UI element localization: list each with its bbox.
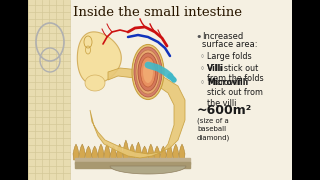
Polygon shape: [85, 75, 105, 91]
Text: Villi: Villi: [207, 64, 224, 73]
Polygon shape: [123, 140, 129, 160]
Ellipse shape: [138, 53, 158, 91]
Polygon shape: [173, 142, 179, 160]
Polygon shape: [77, 32, 121, 84]
Text: Villi stick out
from the folds: Villi stick out from the folds: [207, 64, 264, 83]
Polygon shape: [85, 146, 92, 160]
Text: ◦: ◦: [200, 78, 205, 87]
Bar: [0, 0, 28, 180]
Bar: [28, 0, 70, 180]
Polygon shape: [160, 146, 166, 160]
Polygon shape: [79, 144, 85, 160]
Polygon shape: [148, 142, 154, 160]
Polygon shape: [78, 40, 118, 80]
Ellipse shape: [136, 50, 160, 94]
Polygon shape: [129, 144, 135, 160]
Polygon shape: [75, 158, 190, 164]
Text: (size of a
baseball
diamond): (size of a baseball diamond): [197, 117, 230, 141]
Text: Microvilli: Microvilli: [207, 78, 248, 87]
Ellipse shape: [143, 61, 153, 83]
Text: Increased: Increased: [202, 32, 243, 41]
Text: •: •: [195, 32, 202, 42]
Polygon shape: [92, 146, 98, 160]
Text: Microvilli
stick out from
the villi: Microvilli stick out from the villi: [207, 78, 263, 108]
Text: ~600m²: ~600m²: [197, 104, 252, 117]
Polygon shape: [98, 142, 104, 160]
Text: Large folds: Large folds: [207, 52, 252, 61]
Ellipse shape: [134, 47, 162, 97]
Polygon shape: [90, 68, 185, 158]
Polygon shape: [154, 146, 160, 160]
Polygon shape: [75, 162, 190, 168]
Text: Inside the small intestine: Inside the small intestine: [73, 6, 242, 19]
Polygon shape: [179, 142, 185, 160]
Polygon shape: [110, 166, 186, 174]
Polygon shape: [73, 146, 79, 160]
Polygon shape: [117, 144, 123, 160]
Text: ◦: ◦: [200, 52, 205, 61]
Ellipse shape: [132, 44, 164, 100]
Ellipse shape: [140, 57, 156, 87]
Bar: [70, 0, 292, 180]
Polygon shape: [166, 146, 172, 160]
Polygon shape: [141, 144, 148, 160]
Polygon shape: [104, 140, 110, 160]
Text: surface area:: surface area:: [202, 40, 258, 49]
Polygon shape: [110, 142, 116, 160]
Bar: [292, 0, 320, 180]
Text: ◦: ◦: [200, 64, 205, 73]
Polygon shape: [135, 146, 141, 160]
